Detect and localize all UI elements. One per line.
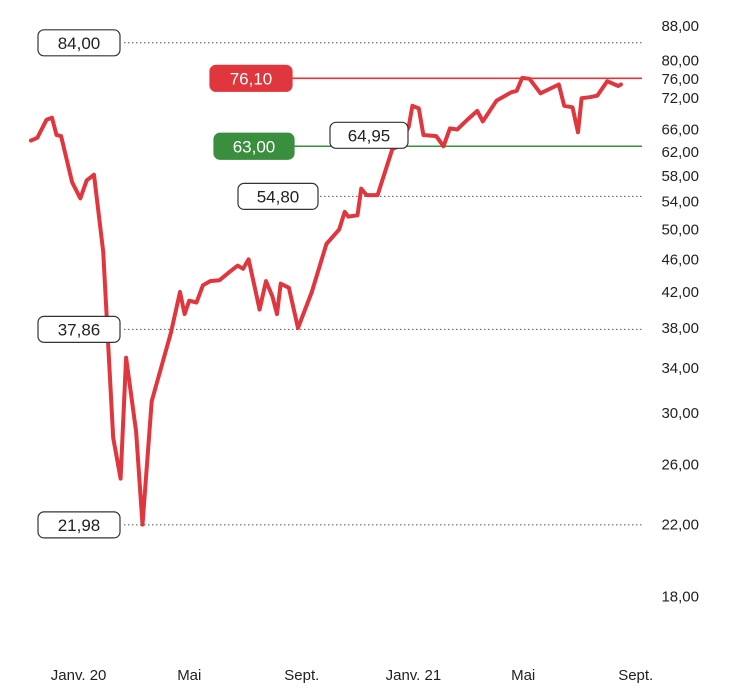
callout-label: 54,80 [257,187,300,206]
y-tick-label: 42,00 [661,284,699,301]
y-tick-label: 50,00 [661,221,699,238]
x-tick-label: Janv. 21 [386,667,442,684]
callout-box [213,132,295,160]
callout-label: 21,98 [58,516,101,535]
y-tick-label: 30,00 [661,405,699,422]
price-series-line [28,75,623,527]
y-tick-label: 72,00 [661,90,699,107]
callout-box [37,29,121,57]
y-tick-label: 62,00 [661,144,699,161]
x-tick-label: Sept. [618,667,653,684]
y-tick-label: 46,00 [661,251,699,268]
level-callout: 84,00 [37,29,121,57]
y-tick-label: 34,00 [661,360,699,377]
y-tick-label: 26,00 [661,456,699,473]
x-tick-label: Mai [511,667,535,684]
level-callout: 64,95 [329,121,409,149]
x-tick-label: Sept. [284,667,319,684]
callout-label: 76,10 [230,69,273,88]
y-tick-label: 22,00 [661,517,699,534]
level-callout: 21,98 [37,511,121,539]
x-tick-label: Mai [177,667,201,684]
callout-label: 37,86 [58,320,101,339]
level-callouts: 84,00 37,86 21,98 76,10 63,00 54,80 64,95 [37,29,409,539]
level-callout: 63,00 [213,132,295,160]
callout-box [37,511,121,539]
x-axis: Janv. 20 Mai Sept. Janv. 21 Mai Sept. [51,667,653,684]
y-tick-label: 76,00 [661,71,699,88]
series-layer [28,75,623,527]
callout-label: 63,00 [233,137,276,156]
callout-label: 84,00 [58,34,101,53]
level-callout: 37,86 [37,315,121,343]
level-callout: 54,80 [237,182,319,210]
y-tick-label: 80,00 [661,52,699,69]
callout-box [37,315,121,343]
x-tick-label: Janv. 20 [51,667,107,684]
y-tick-label: 88,00 [661,18,699,35]
y-tick-label: 58,00 [661,168,699,185]
y-tick-label: 54,00 [661,194,699,211]
callout-box [329,121,409,149]
level-callout: 76,10 [209,64,293,92]
y-tick-label: 38,00 [661,320,699,337]
callout-box [237,182,319,210]
callout-box [209,64,293,92]
callout-label: 64,95 [348,126,391,145]
y-tick-label: 66,00 [661,122,699,139]
y-axis: 88,00 80,00 76,00 72,00 66,00 62,00 58,00 54,00… [661,18,699,606]
y-tick-label: 18,00 [661,589,699,606]
